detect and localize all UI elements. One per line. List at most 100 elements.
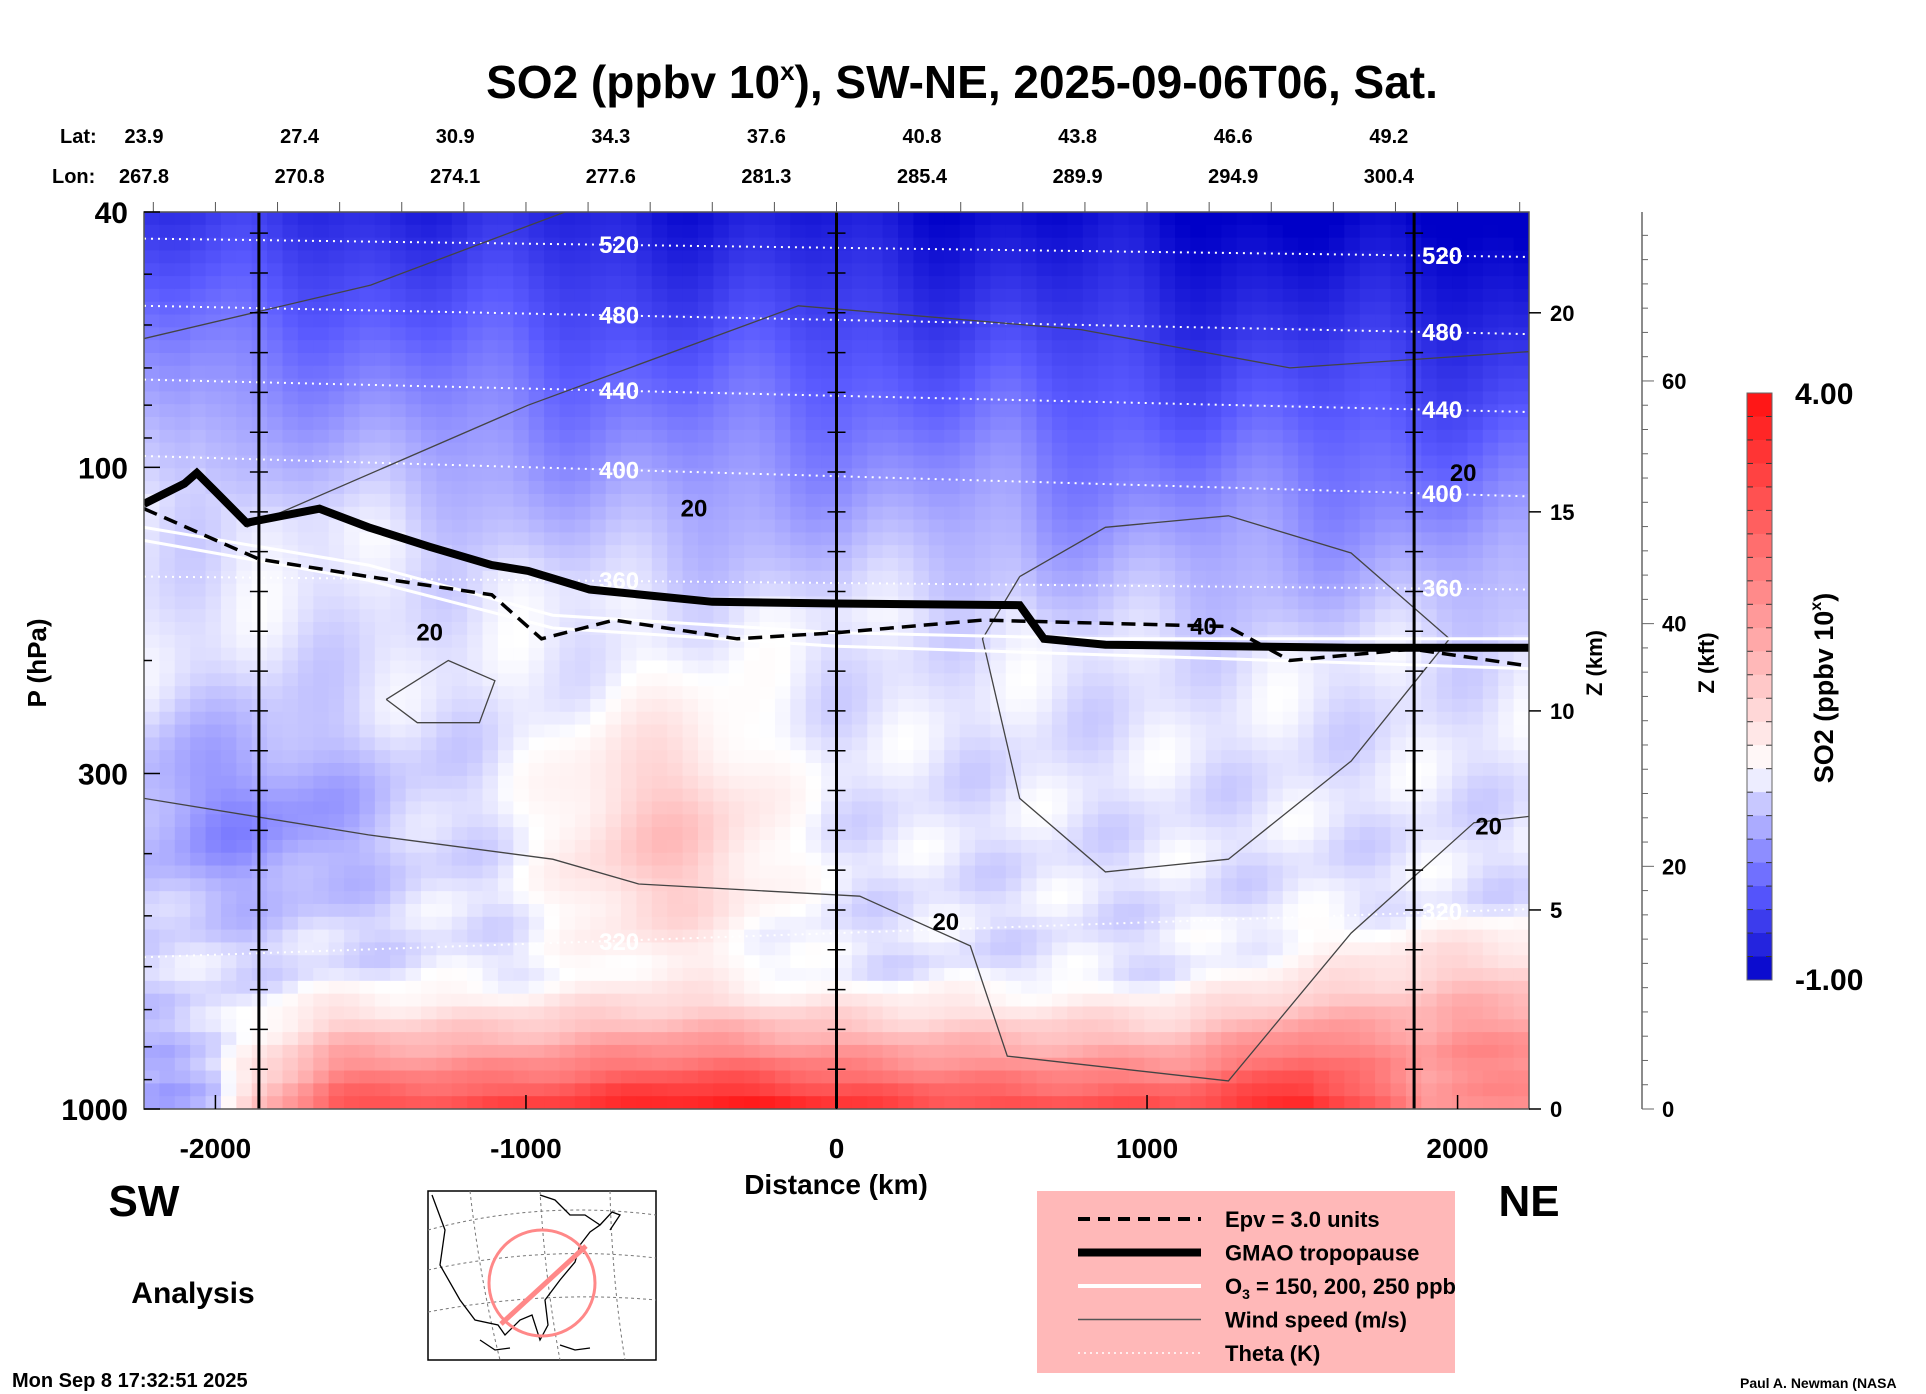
field-cell: [990, 724, 1007, 738]
field-cell: [1205, 1006, 1222, 1020]
field-cell: [205, 583, 222, 598]
field-cell: [867, 493, 884, 508]
field-cell: [698, 878, 714, 892]
field-cell: [728, 993, 745, 1008]
field-cell: [1128, 417, 1145, 431]
lon-value: 277.6: [586, 166, 636, 188]
field-cell: [236, 788, 253, 803]
field-cell: [851, 686, 868, 700]
field-cell: [1036, 865, 1053, 879]
field-cell: [528, 250, 545, 264]
field-cell: [436, 276, 453, 290]
field-cell: [1021, 673, 1038, 687]
field-cell: [544, 352, 561, 367]
field-cell: [467, 224, 484, 239]
field-cell: [1067, 365, 1084, 380]
field-cell: [636, 365, 653, 380]
field-cell: [513, 673, 530, 687]
field-cell: [359, 301, 376, 316]
field-cell: [1128, 852, 1145, 867]
field-cell: [421, 955, 437, 969]
field-cell: [682, 737, 699, 751]
field-cell: [1098, 763, 1115, 777]
field-cell: [821, 276, 838, 290]
field-cell: [713, 455, 730, 469]
field-cell: [190, 955, 207, 969]
field-cell: [590, 711, 607, 726]
field-cell: [451, 1044, 468, 1059]
field-cell: [667, 276, 684, 290]
field-cell: [451, 1019, 468, 1033]
field-cell: [267, 801, 284, 815]
field-cell: [544, 686, 561, 700]
field-cell: [590, 327, 607, 341]
field-cell: [390, 968, 407, 982]
field-cell: [282, 993, 299, 1008]
field-cell: [744, 301, 761, 316]
field-cell: [467, 250, 484, 264]
field-cell: [898, 968, 915, 982]
field-cell: [405, 724, 422, 738]
field-cell: [267, 493, 284, 508]
field-cell: [667, 417, 684, 431]
field-cell: [1190, 839, 1207, 854]
field-cell: [651, 365, 668, 380]
field-cell: [1005, 929, 1022, 944]
field-cell: [1205, 903, 1222, 918]
field-cell: [667, 801, 684, 815]
field-cell: [497, 763, 514, 777]
field-cell: [744, 968, 761, 982]
field-cell: [236, 301, 253, 316]
field-cell: [313, 647, 330, 662]
field-cell: [513, 724, 530, 738]
field-cell: [467, 365, 484, 380]
field-cell: [821, 865, 838, 879]
field-cell: [851, 839, 868, 854]
field-cell: [374, 852, 391, 867]
field-cell: [944, 955, 961, 969]
lat-value: 30.9: [436, 126, 475, 148]
field-cell: [744, 506, 761, 521]
field-cell: [574, 980, 591, 995]
field-cell: [159, 788, 176, 803]
field-cell: [236, 596, 253, 610]
field-cell: [605, 788, 622, 803]
field-cell: [544, 481, 561, 495]
field-cell: [451, 750, 468, 764]
field-cell: [1005, 352, 1022, 367]
field-cell: [1175, 506, 1192, 521]
field-cell: [882, 852, 899, 867]
field-cell: [1113, 378, 1130, 392]
field-cell: [944, 968, 961, 982]
field-cell: [574, 839, 591, 854]
field-cell: [928, 1057, 945, 1072]
field-cell: [713, 980, 730, 995]
field-cell: [1021, 493, 1038, 508]
field-cell: [667, 455, 684, 469]
field-cell: [313, 481, 330, 495]
field-cell: [1005, 916, 1022, 931]
field-cell: [159, 698, 176, 713]
field-cell: [359, 583, 376, 598]
field-cell: [467, 468, 484, 482]
field-cell: [528, 852, 545, 867]
field-cell: [1190, 980, 1207, 995]
field-cell: [313, 686, 330, 700]
field-cell: [421, 993, 437, 1008]
field-cell: [1067, 429, 1084, 444]
field-cell: [590, 532, 607, 546]
field-cell: [1205, 237, 1222, 252]
field-cell: [267, 352, 284, 367]
field-cell: [944, 1070, 961, 1084]
field-cell: [1205, 455, 1222, 469]
field-cell: [1036, 250, 1053, 264]
field-cell: [513, 417, 530, 431]
field-cell: [236, 212, 253, 226]
field-cell: [682, 711, 699, 726]
field-cell: [467, 980, 484, 995]
field-cell: [759, 852, 776, 867]
field-cell: [359, 891, 376, 905]
field-cell: [467, 775, 484, 790]
field-cell: [1082, 801, 1099, 815]
field-cell: [451, 365, 468, 380]
